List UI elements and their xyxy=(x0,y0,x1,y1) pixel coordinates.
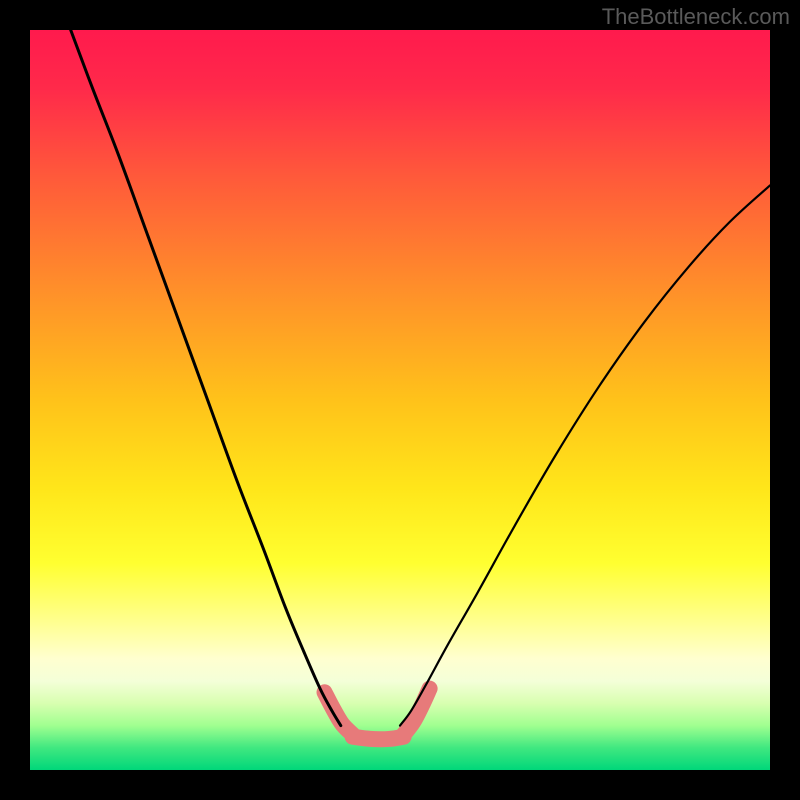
valley-highlight-bottom xyxy=(353,737,404,740)
gradient-background xyxy=(30,30,770,770)
watermark-text: TheBottleneck.com xyxy=(602,4,790,30)
plot-area xyxy=(30,30,770,770)
chart-svg xyxy=(30,30,770,770)
